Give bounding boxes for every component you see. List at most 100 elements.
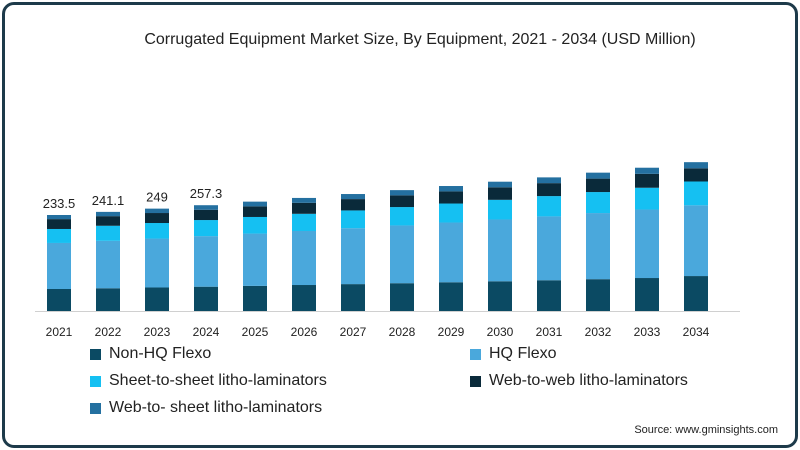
bar-segment-non-hq-flexo-2029 bbox=[439, 282, 463, 311]
bar-segment-sheet-to-sheet-litho-laminators-2027 bbox=[341, 210, 365, 229]
data-label: 249 bbox=[146, 190, 168, 205]
x-tick-label: 2033 bbox=[634, 325, 661, 339]
bar-segment-web-to-sheet-litho-laminators-2027 bbox=[341, 194, 365, 200]
legend-label: Non-HQ Flexo bbox=[109, 345, 212, 362]
bar-segment-web-to-web-litho-laminators-2028 bbox=[390, 195, 414, 208]
x-tick-label: 2034 bbox=[683, 325, 710, 339]
legend-item: Web-to-web litho-laminators bbox=[470, 372, 688, 390]
bar-segment-web-to-sheet-litho-laminators-2033 bbox=[635, 167, 659, 174]
bar-segment-web-to-sheet-litho-laminators-2030 bbox=[488, 181, 512, 188]
bar-segment-hq-flexo-2032 bbox=[586, 213, 610, 280]
bar-segment-web-to-sheet-litho-laminators-2024 bbox=[194, 205, 218, 210]
bar-segment-sheet-to-sheet-litho-laminators-2034 bbox=[684, 181, 708, 206]
x-tick-label: 2023 bbox=[144, 325, 171, 339]
bar-segment-web-to-sheet-litho-laminators-2025 bbox=[243, 201, 267, 207]
legend-swatch bbox=[90, 402, 101, 414]
bar-segment-non-hq-flexo-2033 bbox=[635, 278, 659, 311]
bar-segment-web-to-web-litho-laminators-2033 bbox=[635, 173, 659, 188]
bar-segment-hq-flexo-2030 bbox=[488, 219, 512, 282]
legend-label: Sheet-to-sheet litho-laminators bbox=[109, 372, 327, 389]
x-tick-label: 2026 bbox=[291, 325, 318, 339]
x-tick-label: 2025 bbox=[242, 325, 269, 339]
bar-segment-web-to-web-litho-laminators-2026 bbox=[292, 202, 316, 214]
bar-segment-web-to-sheet-litho-laminators-2021 bbox=[47, 215, 71, 220]
bar-segment-hq-flexo-2029 bbox=[439, 222, 463, 283]
bar-segment-hq-flexo-2033 bbox=[635, 209, 659, 279]
x-tick-label: 2027 bbox=[340, 325, 367, 339]
bar-segment-hq-flexo-2028 bbox=[390, 225, 414, 284]
bar-segment-web-to-sheet-litho-laminators-2022 bbox=[96, 211, 120, 217]
bar-segment-web-to-web-litho-laminators-2031 bbox=[537, 183, 561, 197]
chart-title: Corrugated Equipment Market Size, By Equ… bbox=[144, 31, 696, 48]
bar-segment-sheet-to-sheet-litho-laminators-2026 bbox=[292, 213, 316, 231]
bar-segment-web-to-sheet-litho-laminators-2026 bbox=[292, 197, 316, 203]
bar-segment-non-hq-flexo-2031 bbox=[537, 280, 561, 311]
bar-segment-sheet-to-sheet-litho-laminators-2030 bbox=[488, 199, 512, 220]
bar-segment-web-to-web-litho-laminators-2030 bbox=[488, 187, 512, 200]
bar-segment-web-to-sheet-litho-laminators-2028 bbox=[390, 190, 414, 196]
x-tick-label: 2029 bbox=[438, 325, 465, 339]
bar-segment-sheet-to-sheet-litho-laminators-2029 bbox=[439, 203, 463, 223]
bar-segment-sheet-to-sheet-litho-laminators-2023 bbox=[145, 223, 169, 239]
bar-segment-web-to-sheet-litho-laminators-2031 bbox=[537, 177, 561, 184]
bar-segment-hq-flexo-2031 bbox=[537, 216, 561, 281]
bar-segment-web-to-web-litho-laminators-2034 bbox=[684, 168, 708, 182]
bar-segment-non-hq-flexo-2023 bbox=[145, 287, 169, 311]
bar-segment-non-hq-flexo-2021 bbox=[47, 289, 71, 311]
bar-segment-hq-flexo-2027 bbox=[341, 228, 365, 285]
bar-segment-sheet-to-sheet-litho-laminators-2024 bbox=[194, 220, 218, 237]
bar-segment-non-hq-flexo-2025 bbox=[243, 285, 267, 311]
bar-segment-non-hq-flexo-2027 bbox=[341, 284, 365, 311]
x-tick-label: 2030 bbox=[487, 325, 514, 339]
source-note: Source: www.gminsights.com bbox=[634, 424, 778, 436]
legend-swatch bbox=[470, 348, 481, 360]
legend-swatch bbox=[90, 375, 101, 387]
bar-segment-sheet-to-sheet-litho-laminators-2032 bbox=[586, 192, 610, 214]
x-tick-label: 2031 bbox=[536, 325, 563, 339]
legend-item: Web-to- sheet litho-laminators bbox=[90, 399, 322, 417]
bar-segment-non-hq-flexo-2026 bbox=[292, 285, 316, 311]
bar-segment-web-to-web-litho-laminators-2032 bbox=[586, 178, 610, 193]
legend-item: HQ Flexo bbox=[470, 345, 557, 363]
legend-swatch bbox=[90, 348, 101, 360]
bar-segment-web-to-web-litho-laminators-2022 bbox=[96, 216, 120, 226]
bar-segment-web-to-web-litho-laminators-2025 bbox=[243, 206, 267, 217]
x-tick-label: 2032 bbox=[585, 325, 612, 339]
bar-segment-sheet-to-sheet-litho-laminators-2021 bbox=[47, 228, 71, 243]
bar-segment-non-hq-flexo-2024 bbox=[194, 286, 218, 311]
data-label: 257.3 bbox=[190, 186, 223, 201]
bar-segment-sheet-to-sheet-litho-laminators-2025 bbox=[243, 216, 267, 234]
bar-segment-web-to-web-litho-laminators-2023 bbox=[145, 213, 169, 224]
bar-segment-web-to-sheet-litho-laminators-2023 bbox=[145, 208, 169, 214]
legend-item: Non-HQ Flexo bbox=[90, 345, 211, 363]
bar-segment-hq-flexo-2034 bbox=[684, 205, 708, 277]
legend-item: Sheet-to-sheet litho-laminators bbox=[90, 372, 327, 390]
bar-segment-non-hq-flexo-2034 bbox=[684, 276, 708, 311]
x-tick-label: 2022 bbox=[95, 325, 122, 339]
bar-segment-sheet-to-sheet-litho-laminators-2022 bbox=[96, 225, 120, 241]
bar-segment-hq-flexo-2025 bbox=[243, 233, 267, 286]
bar-segment-web-to-web-litho-laminators-2024 bbox=[194, 209, 218, 221]
bar-segment-non-hq-flexo-2022 bbox=[96, 288, 120, 311]
bar-segment-web-to-sheet-litho-laminators-2032 bbox=[586, 172, 610, 179]
bar-segment-sheet-to-sheet-litho-laminators-2031 bbox=[537, 196, 561, 217]
bar-segment-web-to-sheet-litho-laminators-2034 bbox=[684, 162, 708, 169]
bar-segment-sheet-to-sheet-litho-laminators-2028 bbox=[390, 207, 414, 226]
x-tick-label: 2024 bbox=[193, 325, 220, 339]
bar-segment-hq-flexo-2022 bbox=[96, 240, 120, 289]
legend-label: Web-to- sheet litho-laminators bbox=[109, 399, 323, 416]
bar-segment-non-hq-flexo-2028 bbox=[390, 283, 414, 311]
bar-segment-web-to-web-litho-laminators-2029 bbox=[439, 191, 463, 204]
bar-segment-web-to-sheet-litho-laminators-2029 bbox=[439, 186, 463, 192]
bar-segment-non-hq-flexo-2032 bbox=[586, 279, 610, 311]
bar-segment-hq-flexo-2024 bbox=[194, 236, 218, 287]
bar-segment-web-to-web-litho-laminators-2027 bbox=[341, 199, 365, 211]
bar-segment-hq-flexo-2026 bbox=[292, 230, 316, 286]
legend-swatch bbox=[470, 375, 481, 387]
bar-segment-non-hq-flexo-2030 bbox=[488, 281, 512, 311]
data-label: 233.5 bbox=[43, 196, 76, 211]
bar-segment-sheet-to-sheet-litho-laminators-2033 bbox=[635, 187, 659, 210]
bar-segment-hq-flexo-2023 bbox=[145, 238, 169, 288]
